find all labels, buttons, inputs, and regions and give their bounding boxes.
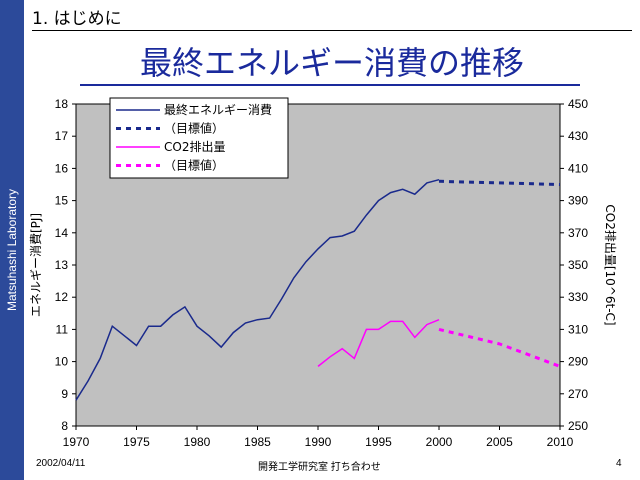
y-left-tick-label: 14 bbox=[55, 226, 69, 240]
footer-meeting: 開発工学研究室 打ち合わせ bbox=[258, 462, 381, 473]
y-right-tick-label: 330 bbox=[568, 290, 588, 304]
sidebar: Matsuhashi Laboratory bbox=[0, 0, 24, 480]
legend-label-1: 最終エネルギー消費 bbox=[164, 102, 272, 117]
section-heading: 1. はじめに bbox=[32, 9, 122, 29]
y-right-tick-label: 430 bbox=[568, 129, 588, 143]
legend-label-2: （目標値） bbox=[164, 121, 224, 136]
y-left-tick-label: 18 bbox=[55, 97, 69, 111]
x-tick-label: 2000 bbox=[426, 435, 453, 449]
legend-label-4: （目標値） bbox=[164, 158, 224, 173]
y-left-tick-label: 17 bbox=[55, 129, 69, 143]
y-left-tick-label: 10 bbox=[55, 355, 69, 369]
series-line-3 bbox=[317, 319, 440, 367]
y-left-tick-label: 8 bbox=[61, 419, 68, 433]
legend-label-3: CO2排出量 bbox=[164, 140, 225, 154]
x-tick-label: 1990 bbox=[305, 435, 332, 449]
series-line-2 bbox=[438, 179, 561, 186]
x-tick-label: 2010 bbox=[547, 435, 574, 449]
page-number: 4 bbox=[616, 458, 622, 469]
footer-date: 2002/04/11 bbox=[36, 458, 86, 469]
x-tick-label: 1995 bbox=[365, 435, 392, 449]
y-left-tick-label: 9 bbox=[61, 387, 68, 401]
section-divider bbox=[32, 30, 632, 31]
y-left-tick-label: 13 bbox=[55, 258, 69, 272]
y-right-tick-label: 270 bbox=[568, 387, 588, 401]
y-right-axis-label: CO2排出量[10^6t-C] bbox=[603, 204, 617, 325]
x-tick-label: 2005 bbox=[486, 435, 513, 449]
y-right-tick-label: 250 bbox=[568, 419, 588, 433]
y-left-tick-label: 12 bbox=[55, 290, 69, 304]
title-underline bbox=[80, 84, 580, 86]
y-right-tick-label: 310 bbox=[568, 322, 588, 336]
y-right-tick-label: 390 bbox=[568, 194, 588, 208]
x-tick-label: 1980 bbox=[184, 435, 211, 449]
y-right-tick-label: 370 bbox=[568, 226, 588, 240]
series-line-4 bbox=[438, 327, 561, 368]
x-tick-label: 1975 bbox=[123, 435, 150, 449]
x-tick-label: 1970 bbox=[63, 435, 90, 449]
y-right-tick-label: 350 bbox=[568, 258, 588, 272]
slide-title: 最終エネルギー消費の推移 bbox=[139, 44, 524, 82]
y-left-tick-label: 11 bbox=[56, 322, 69, 336]
series-line-1 bbox=[75, 178, 440, 401]
y-right-tick-label: 450 bbox=[568, 97, 588, 111]
y-right-tick-label: 290 bbox=[568, 355, 588, 369]
y-right-tick-label: 410 bbox=[568, 161, 588, 175]
x-tick-label: 1985 bbox=[244, 435, 271, 449]
y-left-tick-label: 15 bbox=[55, 194, 69, 208]
y-left-axis-label: エネルギー消費[PJ] bbox=[28, 213, 43, 317]
y-left-tick-label: 16 bbox=[55, 161, 69, 175]
